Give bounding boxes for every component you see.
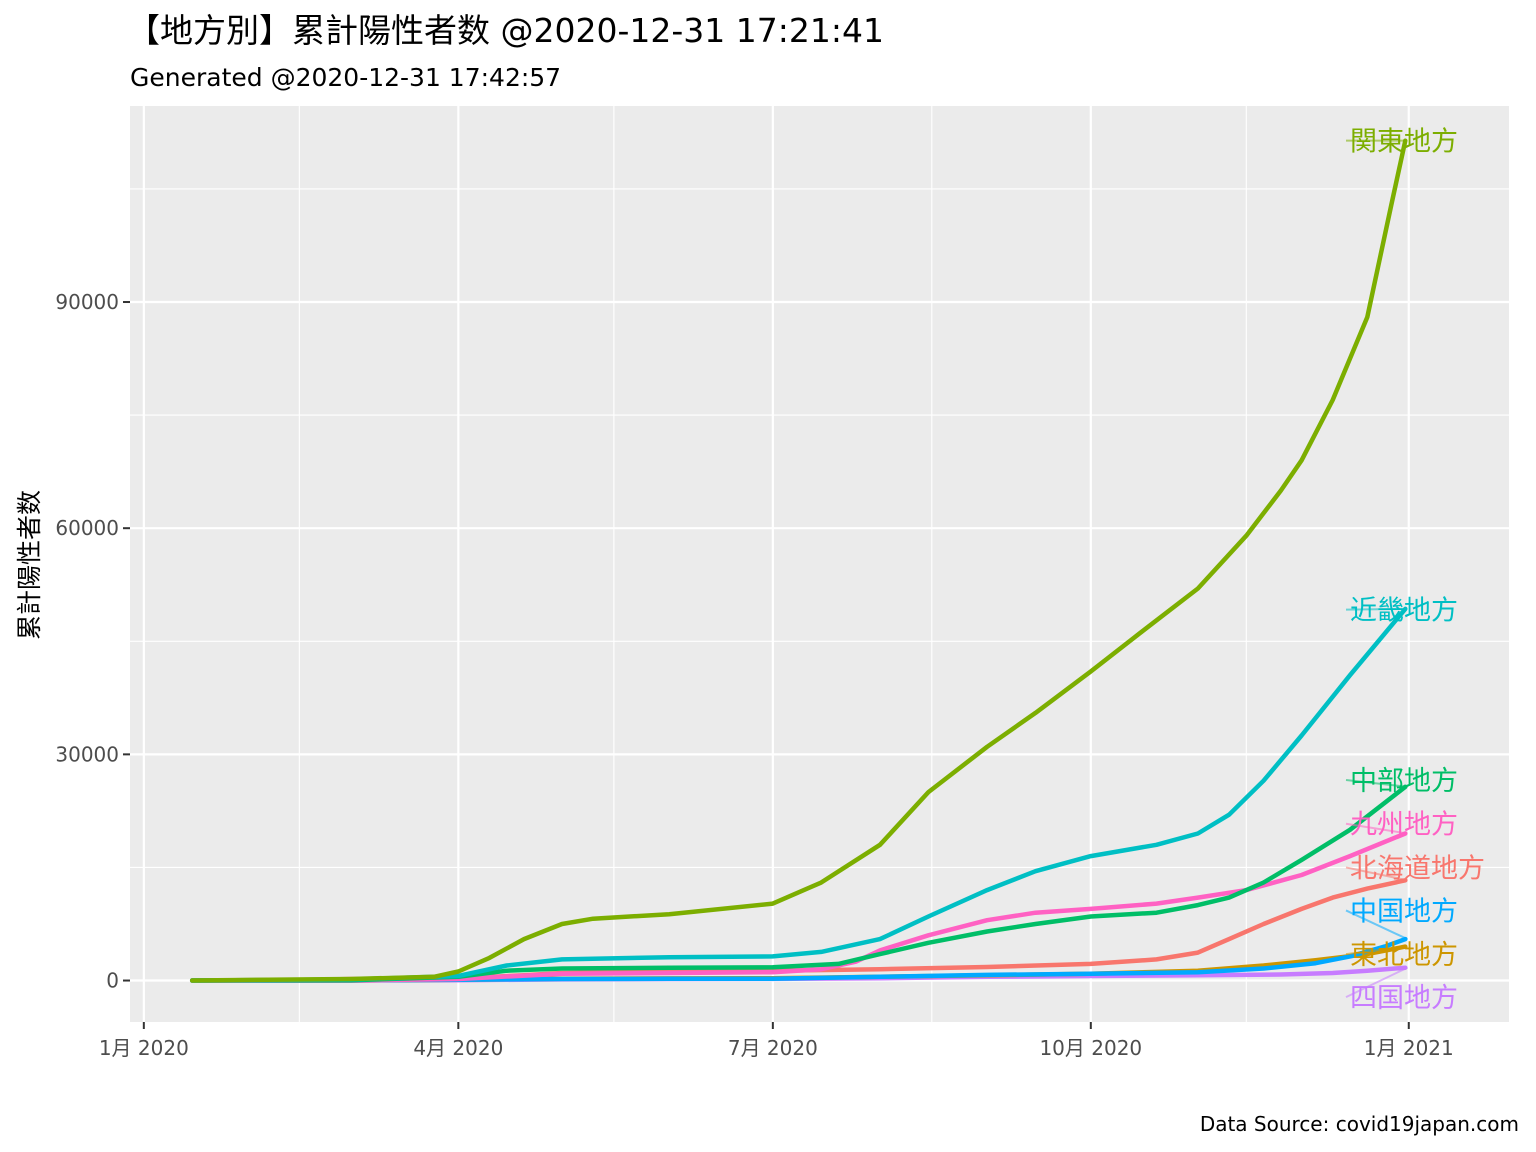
- series-label: 北海道地方: [1350, 853, 1485, 884]
- series-label-leader: [1345, 866, 1408, 882]
- chart-subtitle: Generated @2020-12-31 17:42:57: [130, 63, 561, 92]
- plot-panel: [130, 106, 1509, 1022]
- series-line: [189, 138, 1408, 983]
- x-tick-label: 10月 2020: [1039, 1036, 1142, 1060]
- series-lines: [189, 138, 1408, 983]
- y-tick-label: 30000: [55, 742, 119, 766]
- x-tick-label: 4月 2020: [413, 1036, 503, 1060]
- y-axis-title: 累計陽性者数: [15, 490, 44, 640]
- series-label-leader: [1345, 966, 1408, 999]
- chart-caption: Data Source: covid19japan.com: [1200, 1112, 1519, 1136]
- series-label-leader: [1345, 822, 1408, 835]
- chart-title: 【地方別】累計陽性者数 @2020-12-31 17:21:41: [127, 11, 884, 50]
- series-label: 九州地方: [1350, 810, 1458, 841]
- series-label-leader: [1345, 779, 1408, 788]
- x-tick-label: 1月 2020: [99, 1036, 189, 1060]
- series-label-leader: [1345, 607, 1408, 611]
- y-tick-label: 90000: [55, 290, 119, 314]
- x-tick-label: 7月 2020: [728, 1036, 818, 1060]
- series-label: 東北地方: [1350, 940, 1458, 971]
- series-line: [189, 936, 1408, 983]
- axis-ticks: 1月 2020 4月 2020 7月 2020 10月 2020 1月 2021 0 300…: [55, 290, 1453, 1060]
- series-label: 中国地方: [1350, 896, 1458, 927]
- y-tick-label: 0: [106, 969, 119, 993]
- series-line: [189, 784, 1408, 983]
- series-line: [189, 606, 1408, 983]
- series-label: 四国地方: [1350, 983, 1458, 1014]
- series-label-leader: [1345, 909, 1408, 940]
- series-labels: 四国地方 東北地方 中国地方 北海道地方 九州地方 中部地方 近畿地方 関東地方: [1345, 127, 1485, 1014]
- series-label: 近畿地方: [1350, 596, 1458, 627]
- y-tick-label: 60000: [55, 516, 119, 540]
- series-label: 中部地方: [1350, 766, 1458, 797]
- series-label: 関東地方: [1350, 127, 1458, 158]
- grid-minor: [130, 106, 1509, 1022]
- x-tick-label: 1月 2021: [1364, 1036, 1454, 1060]
- series-label-leader: [1345, 945, 1408, 956]
